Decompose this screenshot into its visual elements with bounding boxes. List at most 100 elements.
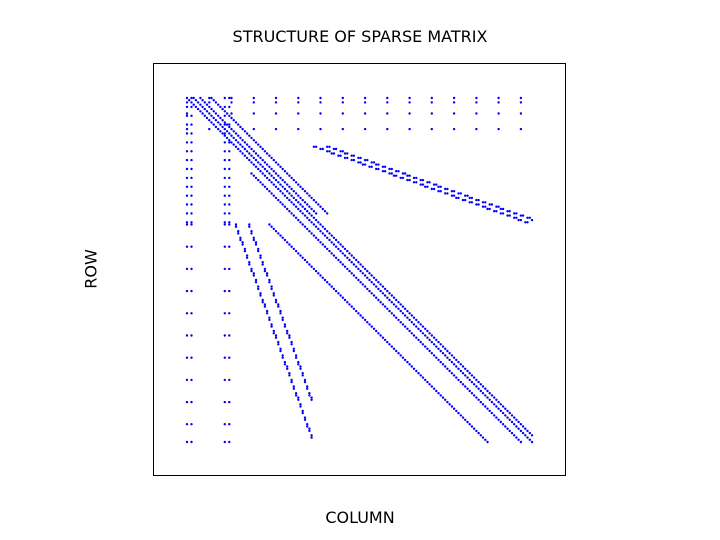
nonzero-marker [292, 214, 295, 217]
nonzero-marker [301, 205, 304, 208]
nonzero-marker [294, 249, 298, 253]
nonzero-marker [303, 207, 307, 211]
nonzero-marker [386, 296, 389, 299]
nonzero-marker [261, 147, 264, 151]
nonzero-marker [299, 203, 302, 206]
nonzero-marker [263, 303, 267, 306]
nonzero-marker [519, 127, 523, 131]
nonzero-marker [190, 101, 193, 104]
nonzero-marker [486, 396, 489, 399]
nonzero-marker [201, 105, 204, 109]
nonzero-marker [401, 356, 405, 359]
nonzero-marker [395, 298, 398, 302]
nonzero-marker [292, 349, 295, 353]
nonzero-marker [368, 278, 371, 282]
nonzero-marker [286, 207, 289, 211]
nonzero-marker [223, 141, 226, 144]
nonzero-marker [185, 114, 189, 118]
nonzero-marker [352, 263, 356, 266]
nonzero-marker [441, 352, 445, 355]
nonzero-marker [190, 114, 193, 118]
nonzero-marker [452, 194, 456, 197]
nonzero-marker [257, 249, 260, 253]
nonzero-marker [497, 418, 500, 421]
nonzero-marker [279, 309, 282, 313]
nonzero-marker [519, 214, 523, 217]
nonzero-marker [366, 158, 369, 162]
nonzero-markers [185, 96, 534, 444]
nonzero-marker [268, 316, 271, 319]
nonzero-marker [252, 163, 255, 166]
nonzero-marker [452, 96, 456, 100]
nonzero-marker [286, 183, 289, 186]
nonzero-marker [415, 325, 418, 328]
nonzero-marker [292, 178, 295, 182]
nonzero-marker [406, 316, 409, 319]
nonzero-marker [395, 305, 398, 308]
nonzero-marker [508, 214, 511, 217]
nonzero-marker [317, 221, 320, 224]
nonzero-marker [346, 301, 349, 304]
nonzero-marker [357, 161, 360, 164]
nonzero-marker [223, 96, 226, 100]
nonzero-marker [223, 127, 226, 131]
nonzero-marker [223, 400, 226, 404]
nonzero-marker [281, 236, 284, 239]
nonzero-marker [217, 103, 220, 106]
nonzero-marker [350, 254, 353, 257]
chart-title: STRUCTURE OF SPARSE MATRIX [232, 27, 488, 46]
nonzero-marker [468, 201, 471, 204]
nonzero-marker [301, 256, 304, 259]
nonzero-marker [212, 110, 215, 113]
nonzero-marker [497, 407, 500, 410]
nonzero-marker [352, 158, 356, 162]
nonzero-marker [326, 281, 329, 284]
nonzero-marker [223, 110, 226, 113]
nonzero-marker [352, 154, 356, 157]
nonzero-marker [479, 383, 482, 386]
nonzero-marker [395, 349, 398, 353]
nonzero-marker [372, 276, 376, 279]
nonzero-marker [259, 294, 262, 297]
nonzero-marker [392, 303, 396, 306]
nonzero-marker [468, 423, 471, 426]
nonzero-marker [359, 156, 362, 160]
nonzero-marker [230, 101, 233, 104]
nonzero-marker [292, 203, 295, 206]
nonzero-marker [225, 112, 229, 115]
nonzero-marker [388, 292, 391, 295]
nonzero-marker [310, 232, 313, 235]
nonzero-marker [312, 145, 316, 148]
nonzero-marker [466, 376, 469, 379]
nonzero-marker [457, 360, 460, 364]
nonzero-marker [288, 372, 291, 375]
nonzero-marker [306, 425, 309, 428]
nonzero-marker [252, 238, 255, 242]
nonzero-marker [288, 185, 291, 188]
nonzero-marker [493, 403, 496, 406]
nonzero-marker [495, 405, 498, 408]
nonzero-marker [486, 440, 489, 444]
nonzero-marker [228, 167, 231, 171]
nonzero-marker [517, 427, 520, 430]
nonzero-marker [379, 334, 382, 337]
nonzero-marker [283, 238, 287, 242]
nonzero-marker [283, 323, 287, 326]
nonzero-marker [301, 374, 304, 377]
nonzero-marker [228, 400, 231, 404]
nonzero-marker [257, 285, 260, 288]
nonzero-marker [406, 309, 409, 313]
nonzero-marker [190, 221, 193, 224]
nonzero-marker [519, 96, 523, 100]
nonzero-marker [290, 187, 293, 191]
nonzero-marker [359, 269, 362, 273]
nonzero-marker [243, 154, 247, 157]
nonzero-marker [274, 178, 278, 182]
nonzero-marker [294, 198, 298, 202]
nonzero-marker [419, 340, 422, 344]
nonzero-marker [363, 127, 367, 131]
nonzero-marker [205, 116, 209, 120]
nonzero-marker [350, 272, 353, 275]
nonzero-marker [217, 127, 220, 131]
nonzero-marker [437, 347, 440, 350]
